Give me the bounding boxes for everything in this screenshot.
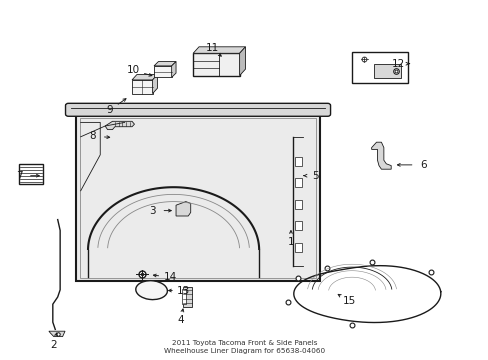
Text: 1: 1 <box>287 237 294 247</box>
Text: 5: 5 <box>312 171 319 181</box>
Bar <box>132 80 152 94</box>
Bar <box>294 157 301 166</box>
Polygon shape <box>154 62 176 66</box>
Polygon shape <box>132 75 157 80</box>
Bar <box>294 221 301 230</box>
Text: 2: 2 <box>50 340 57 350</box>
Bar <box>76 115 320 281</box>
Polygon shape <box>105 121 134 130</box>
Polygon shape <box>49 331 65 337</box>
Ellipse shape <box>136 281 167 300</box>
Bar <box>154 66 171 77</box>
Bar <box>183 287 192 307</box>
Bar <box>80 118 316 278</box>
Polygon shape <box>176 202 190 216</box>
Polygon shape <box>239 47 245 76</box>
Text: 3: 3 <box>149 206 156 216</box>
Bar <box>294 243 301 252</box>
Bar <box>193 53 239 76</box>
Text: 11: 11 <box>205 43 219 53</box>
Text: 7: 7 <box>16 171 22 181</box>
Text: 6: 6 <box>419 160 426 170</box>
Text: 9: 9 <box>106 105 113 115</box>
Bar <box>294 178 301 187</box>
Bar <box>294 200 301 209</box>
Text: 4: 4 <box>177 315 183 325</box>
Text: 8: 8 <box>89 131 96 141</box>
Text: 10: 10 <box>127 66 140 75</box>
Polygon shape <box>193 47 245 53</box>
Bar <box>373 64 400 78</box>
FancyBboxPatch shape <box>65 103 330 116</box>
Bar <box>182 289 185 304</box>
Text: 13: 13 <box>177 285 190 296</box>
Polygon shape <box>152 75 157 94</box>
Bar <box>351 52 407 83</box>
Text: 2011 Toyota Tacoma Front & Side Panels
Wheelhouse Liner Diagram for 65638-04060: 2011 Toyota Tacoma Front & Side Panels W… <box>163 339 325 354</box>
Text: 12: 12 <box>390 59 404 69</box>
Text: 15: 15 <box>342 296 355 306</box>
Polygon shape <box>371 142 390 169</box>
Bar <box>19 164 43 184</box>
Text: 14: 14 <box>163 272 176 282</box>
Polygon shape <box>171 62 176 77</box>
